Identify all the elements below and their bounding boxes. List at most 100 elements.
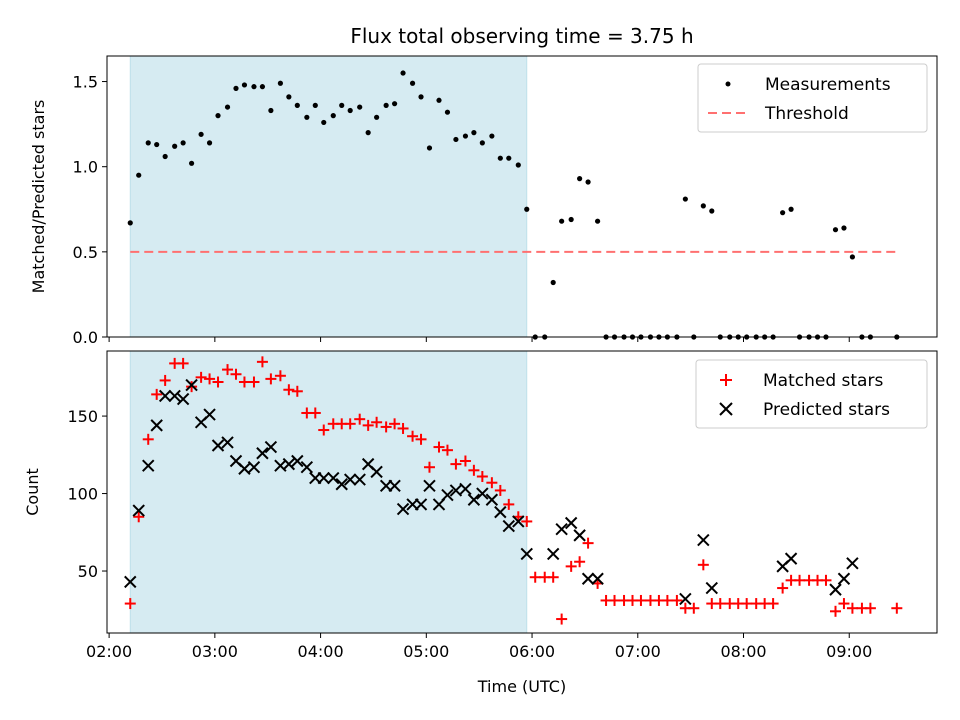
matched-star-point [433,441,445,453]
matched-star-point [459,455,471,467]
measurement-point [277,80,284,86]
measurement-point [312,102,318,108]
measurement-point [780,210,786,216]
measurement-point [259,84,266,90]
measurement-point [497,155,503,161]
matched-star-point [423,461,435,473]
measurement-point [304,114,310,120]
measurement-point [145,140,151,146]
legend-predicted-marker [719,402,733,416]
matched-star-point [846,602,858,614]
predicted-star-point [546,547,560,561]
measurement-point [436,97,442,103]
matched-star-point [609,594,621,606]
measurement-point [172,143,178,149]
measurement-point [268,107,274,114]
predicted-star-point [485,493,499,506]
measurement-point [330,113,336,119]
measurement-point [180,140,186,146]
predicted-star-point [150,419,163,432]
bottom-y-tick-label: 50 [78,562,98,581]
matched-star-point [318,424,330,436]
matched-star-point [661,594,673,606]
matched-star-point [291,385,303,397]
predicted-star-point [353,473,366,486]
matched-star-points [124,356,903,625]
legend-threshold-label: Threshold [764,104,849,124]
measurement-point [294,102,300,108]
predicted-star-point [282,457,296,471]
measurement-point [832,227,839,233]
measurement-point [241,82,248,88]
measurement-point [383,102,389,108]
measurement-point [391,101,398,107]
chart-title: Flux total observing time = 3.75 h [350,24,693,48]
matched-star-point [309,407,321,419]
measurement-point [198,131,204,137]
measurement-point [709,208,715,214]
matched-star-point [354,413,366,425]
matched-star-point [671,594,683,606]
matched-star-point [344,418,356,430]
bottom-y-tick-label: 100 [67,485,98,504]
predicted-star-point [555,522,568,536]
predicted-star-point [846,557,859,570]
bottom-y-axis-label: Count [23,468,42,516]
measurement-point [506,155,512,161]
measurement-point [188,160,195,166]
matched-star-point [838,598,850,610]
predicted-star-point [343,473,357,486]
measurement-point [162,153,168,160]
legend-measurements-label: Measurements [765,75,891,95]
measurement-point [841,225,847,231]
matched-star-point [777,582,789,594]
legend-matched-marker [720,374,732,386]
predicted-star-point [467,493,481,506]
measurement-point [206,140,213,146]
predicted-star-point [291,454,304,468]
measurement-point [585,179,591,185]
top-y-axis-label: Matched/Predicted stars [29,100,48,294]
bottom-axes-frame [106,350,938,634]
predicted-star-point [591,572,604,585]
top-axes-frame [106,55,938,338]
matched-star-point [133,511,145,523]
x-axis-label: Time (UTC) [477,677,566,696]
predicted-star-point [459,482,472,496]
predicted-star-point [256,447,269,460]
matched-star-point [222,364,234,376]
matched-star-point [529,571,541,583]
predicted-star-point [573,529,586,542]
predicted-star-point [370,465,383,479]
top-legend-box [697,63,928,133]
predicted-star-point [520,547,533,561]
top-observing-interval [129,55,528,338]
predicted-star-point [124,575,137,589]
matched-star-point [177,357,189,369]
measurement-point [568,216,574,223]
predicted-star-point [176,392,190,406]
measurement-point [700,203,706,209]
top-y-tick-label: 1.5 [73,73,98,92]
matched-star-point [265,373,277,385]
predicted-star-point [317,471,330,485]
predicted-star-point [679,592,692,606]
x-tick-label: 06:00 [509,642,555,661]
measurement-point [515,162,521,168]
predicted-star-point [396,502,410,516]
top-panel: 0.0 0.5 1.0 1.5 Matched/Predicted stars Mea… [29,55,938,347]
matched-star-point [714,598,726,610]
matched-star-point [486,477,498,489]
predicted-star-point [837,572,851,585]
measurement-point [471,130,477,136]
matched-star-point [450,458,462,470]
predicted-star-point [512,515,525,528]
x-tick-label: 03:00 [192,642,238,661]
measurement-point [849,254,856,260]
measurement-point [154,141,160,148]
top-y-tick-label: 1.0 [73,158,98,177]
predicted-star-point [449,484,463,497]
top-y-tick-label: 0.5 [73,243,98,262]
predicted-star-point [697,533,710,547]
measurement-point [136,172,142,178]
